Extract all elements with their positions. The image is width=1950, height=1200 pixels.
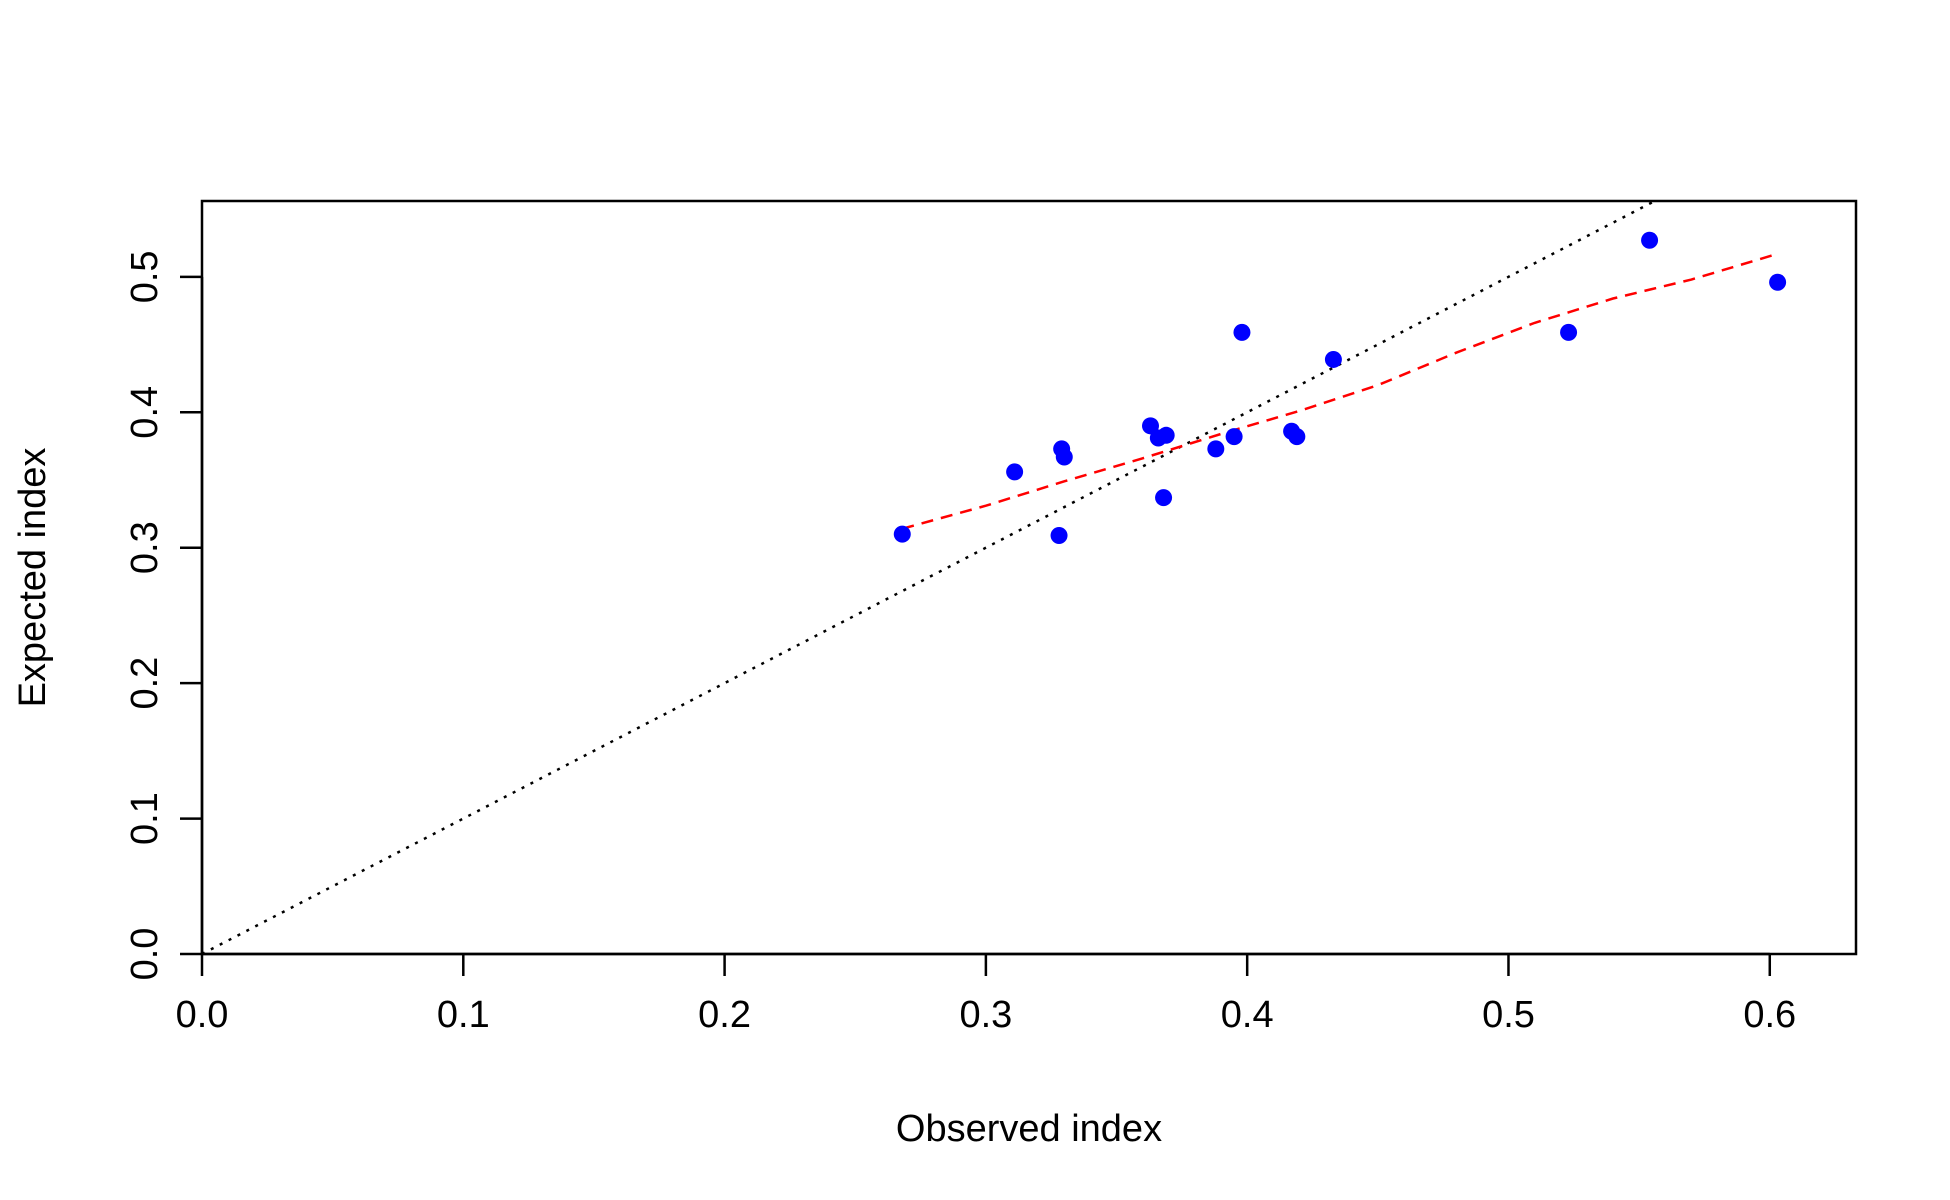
data-point	[1560, 323, 1578, 341]
x-axis-label: Observed index	[896, 1108, 1162, 1150]
y-axis: 0.0 0.1 0.2 0.3 0.4 0.5	[124, 250, 204, 981]
fit-line	[901, 252, 1778, 530]
y-tick-label: 0.2	[124, 657, 166, 710]
reference-line	[201, 199, 1656, 956]
data-point	[1006, 463, 1024, 481]
x-tick-label: 0.3	[959, 994, 1012, 1036]
x-tick-label: 0.1	[437, 994, 490, 1036]
x-tick-label: 0.5	[1482, 994, 1535, 1036]
y-tick-label: 0.3	[124, 521, 166, 574]
y-tick-label: 0.0	[124, 928, 166, 981]
data-point	[1769, 273, 1787, 291]
data-point	[1324, 350, 1342, 368]
x-tick-label: 0.4	[1221, 994, 1274, 1036]
y-tick-label: 0.1	[124, 792, 166, 845]
y-axis-label: Expected index	[12, 448, 54, 708]
x-tick-label: 0.6	[1743, 994, 1796, 1036]
x-tick-label: 0.2	[698, 994, 751, 1036]
data-point	[1142, 417, 1160, 435]
data-point	[1055, 448, 1073, 466]
data-point	[1641, 231, 1659, 249]
x-tick-label: 0.0	[176, 994, 229, 1036]
data-point	[1155, 489, 1173, 507]
data-point	[1157, 426, 1175, 444]
data-point	[1207, 440, 1225, 458]
data-points	[893, 231, 1787, 545]
data-point	[1225, 428, 1243, 446]
y-tick-label: 0.4	[124, 386, 166, 439]
data-point	[893, 525, 911, 543]
data-point	[1233, 323, 1251, 341]
data-point	[1288, 428, 1306, 446]
x-axis: 0.0 0.1 0.2 0.3 0.4 0.5 0.6	[176, 952, 1796, 1036]
data-point	[1050, 527, 1068, 545]
plot-box	[200, 199, 1858, 956]
y-tick-label: 0.5	[124, 250, 166, 303]
